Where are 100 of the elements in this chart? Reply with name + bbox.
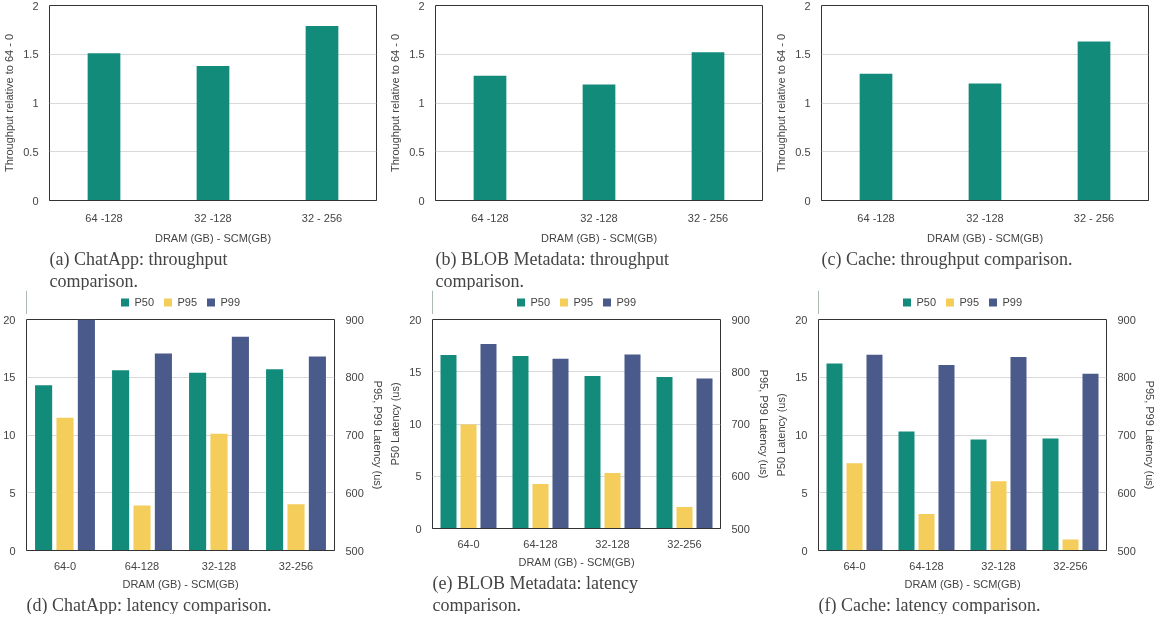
y2-tick-label: 700 xyxy=(345,429,364,441)
x-tick-label: 64-0 xyxy=(457,537,480,550)
bar xyxy=(112,370,130,551)
y2-tick-label: 800 xyxy=(345,371,364,384)
y-axis-title: Throughput relative to 64 - 0 xyxy=(3,33,16,173)
x-tick-label: 32-128 xyxy=(981,559,1016,572)
x-tick-label: 64-128 xyxy=(124,559,160,572)
y-axis-title: Throughput relative to 64 - 0 xyxy=(775,33,788,173)
y-tick-label: 15 xyxy=(3,371,16,384)
y-tick-label: 15 xyxy=(795,371,808,384)
y2-axis-title: P95, P99 Latency (us) xyxy=(757,369,770,479)
y-tick-label: 10 xyxy=(3,429,16,441)
bar xyxy=(582,84,616,201)
bar xyxy=(35,385,53,551)
y-tick-label: 20 xyxy=(795,313,808,326)
bar xyxy=(859,73,893,201)
x-axis-title: DRAM (GB) - SCM(GB) xyxy=(154,231,272,244)
y2-axis-title: P95, P99 Latency (us) xyxy=(1143,380,1156,490)
x-axis-title: DRAM (GB) - SCM(GB) xyxy=(540,231,658,244)
y-axis-title: P50 Latency (us) xyxy=(775,393,788,477)
legend-label: P50 xyxy=(530,296,551,308)
y-tick-label: 2 xyxy=(32,0,39,12)
x-tick-label: 32-256 xyxy=(667,537,702,550)
y-tick-label: 10 xyxy=(795,429,808,441)
x-tick-label: 64-0 xyxy=(53,559,77,572)
x-axis-title: DRAM (GB) - SCM(GB) xyxy=(122,577,239,590)
y-tick-label: 1.5 xyxy=(23,48,39,61)
x-tick-label: 64 -128 xyxy=(85,211,123,224)
y2-tick-label: 500 xyxy=(731,522,750,535)
y2-tick-label: 700 xyxy=(731,418,750,430)
bar xyxy=(189,372,207,551)
y2-tick-label: 900 xyxy=(345,313,364,326)
y-tick-label: 20 xyxy=(409,313,422,326)
y-tick-label: 0 xyxy=(801,544,808,557)
text: (e) BLOB Metadata: latency comparison. xyxy=(432,572,638,615)
y2-tick-label: 500 xyxy=(1117,544,1136,557)
x-tick-label: 64 -128 xyxy=(857,211,895,224)
y2-tick-label: 900 xyxy=(1117,313,1136,326)
y2-tick-label: 700 xyxy=(1117,429,1136,441)
x-tick-label: 32 - 256 xyxy=(687,211,729,224)
x-tick-label: 32 -128 xyxy=(580,211,618,224)
legend-label: P50 xyxy=(134,296,155,308)
y-tick-label: 1 xyxy=(804,97,811,109)
y-tick-label: 15 xyxy=(409,365,422,378)
x-tick-label: 32 -128 xyxy=(966,211,1004,224)
y-tick-label: 1 xyxy=(32,97,39,109)
legend-label: P95 xyxy=(959,296,980,308)
bar xyxy=(826,363,843,551)
y2-axis-title: P95, P99 Latency (us) xyxy=(371,380,384,490)
bar xyxy=(970,439,987,551)
x-tick-label: 32 - 256 xyxy=(1073,211,1115,224)
y-tick-label: 1 xyxy=(418,97,425,109)
legend-label: P50 xyxy=(916,296,937,308)
y2-tick-label: 800 xyxy=(731,365,750,378)
text: (f) Cache: latency comparison. xyxy=(818,594,1041,616)
x-tick-label: 64-128 xyxy=(909,559,944,572)
bar xyxy=(898,431,915,551)
bar xyxy=(691,52,725,201)
y-tick-label: 20 xyxy=(3,313,16,326)
x-tick-label: 64 -128 xyxy=(471,211,509,224)
y-tick-label: 1.5 xyxy=(795,48,811,61)
text: (a) ChatApp: throughput comparison. xyxy=(49,248,228,291)
bar xyxy=(968,83,1002,201)
y-tick-label: 10 xyxy=(409,418,422,430)
y2-tick-label: 600 xyxy=(731,470,750,483)
y-tick-label: 0.5 xyxy=(23,145,39,158)
x-tick-label: 32 -128 xyxy=(194,211,232,224)
bar xyxy=(473,75,507,201)
x-tick-label: 32-128 xyxy=(201,559,237,572)
legend-label: P95 xyxy=(177,296,198,308)
x-tick-label: 32 - 256 xyxy=(301,211,343,224)
y-tick-label: 0 xyxy=(9,544,16,557)
x-tick-label: 64-128 xyxy=(523,537,558,550)
x-tick-label: 32-128 xyxy=(595,537,630,550)
y2-tick-label: 600 xyxy=(1117,486,1136,499)
y-tick-label: 1.5 xyxy=(409,48,425,61)
x-tick-label: 32-256 xyxy=(1053,559,1088,572)
y-tick-label: 0 xyxy=(418,194,425,207)
y2-tick-label: 800 xyxy=(1117,371,1136,384)
bar xyxy=(266,369,284,551)
y2-tick-label: 900 xyxy=(731,313,750,326)
y-tick-label: 2 xyxy=(804,0,811,12)
x-tick-label: 64-0 xyxy=(843,559,866,572)
y-axis-title: P50 Latency (us) xyxy=(389,382,402,466)
x-axis-title: DRAM (GB) - SCM(GB) xyxy=(904,577,1021,590)
y2-tick-label: 600 xyxy=(345,486,364,499)
text: (b) BLOB Metadata: throughput comparison. xyxy=(435,248,669,291)
bar xyxy=(196,65,230,201)
y-tick-label: 0 xyxy=(32,194,39,207)
legend-label: P99 xyxy=(616,296,637,308)
bar xyxy=(305,25,339,201)
text: (c) Cache: throughput comparison. xyxy=(821,248,1073,270)
legend-label: P99 xyxy=(220,296,241,308)
legend-label: P99 xyxy=(1002,296,1023,308)
y-axis-title: Throughput relative to 64 - 0 xyxy=(389,33,402,173)
y-tick-label: 0.5 xyxy=(795,145,811,158)
x-axis-title: DRAM (GB) - SCM(GB) xyxy=(518,555,635,568)
y-tick-label: 0 xyxy=(415,522,422,535)
bar xyxy=(1042,438,1059,551)
y2-tick-label: 500 xyxy=(345,544,364,557)
